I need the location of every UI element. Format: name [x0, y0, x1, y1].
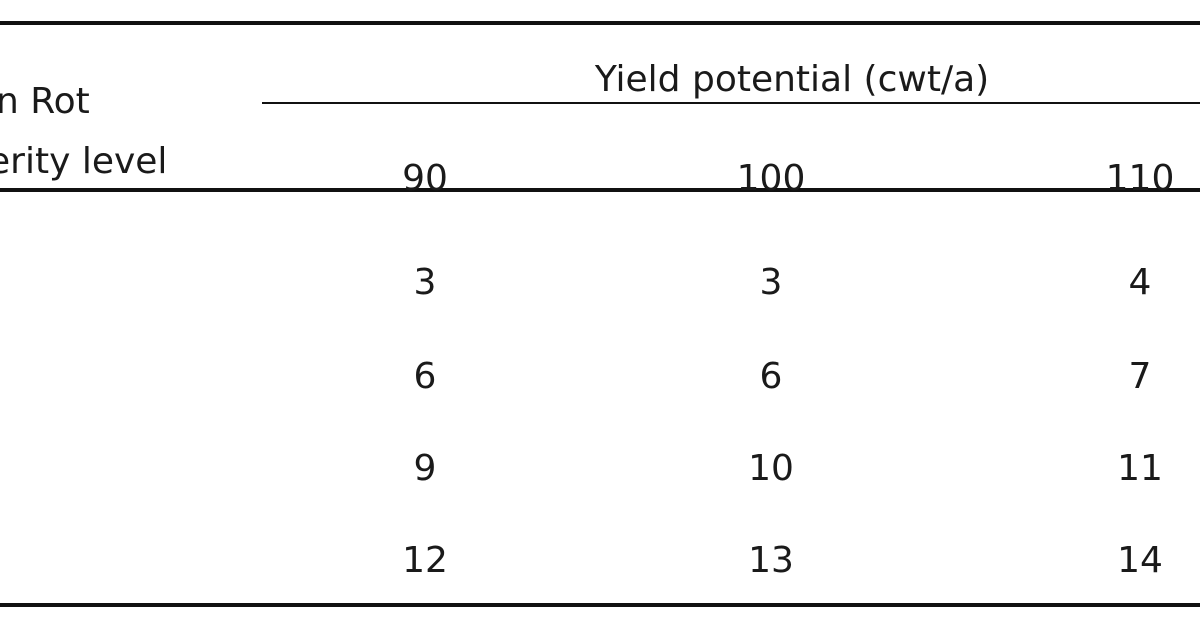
column-header: 110: [1105, 158, 1175, 199]
table-cell: 4: [1128, 262, 1152, 303]
table-bottom-rule: [0, 603, 1200, 607]
table-cell: 9: [413, 448, 437, 489]
column-header: 90: [402, 158, 448, 199]
group-header: Yield potential (cwt/a): [594, 59, 990, 100]
table-cell: 6: [413, 356, 437, 397]
table-cell: 13: [748, 540, 794, 581]
table-cell: 6: [759, 356, 783, 397]
table-cell: 7: [1128, 356, 1152, 397]
column-header: 100: [736, 158, 806, 199]
header-bottom-rule: [0, 188, 1200, 192]
table-cell: 11: [1117, 448, 1163, 489]
table-cell: 14: [1117, 540, 1163, 581]
table-cell: 3: [413, 262, 437, 303]
table-top-rule: [0, 21, 1200, 25]
table-cell: 10: [748, 448, 794, 489]
table-cell: 12: [402, 540, 448, 581]
group-header-rule: [262, 102, 1200, 104]
table-cell: 3: [759, 262, 783, 303]
row-header-line-1: n Rot: [0, 81, 90, 122]
row-header-line-2: erity level: [0, 141, 168, 182]
